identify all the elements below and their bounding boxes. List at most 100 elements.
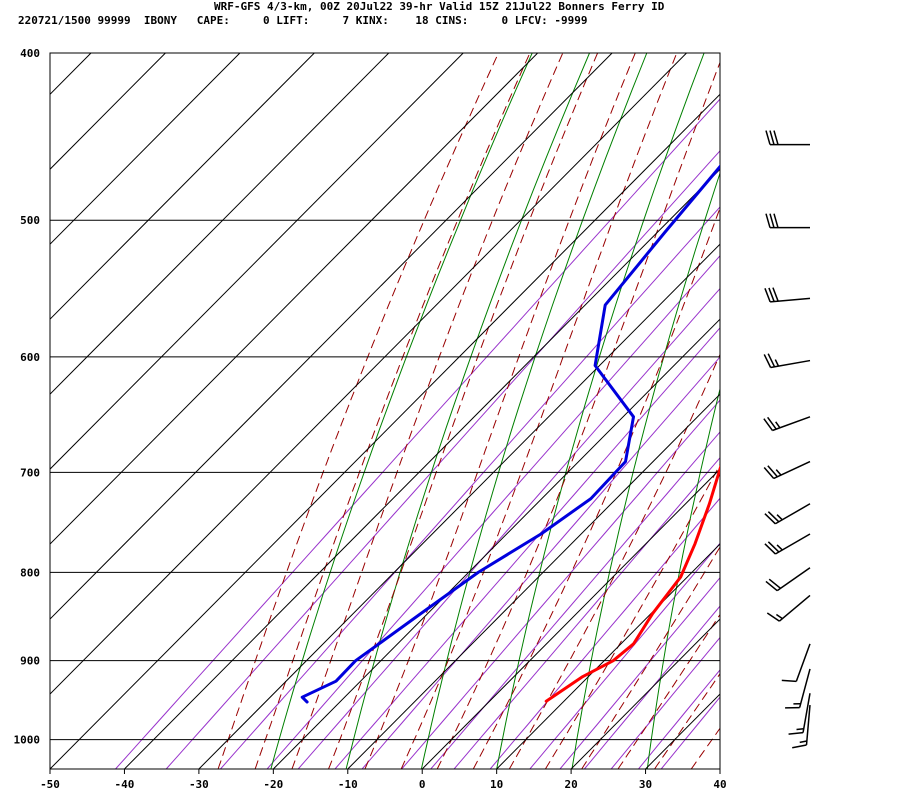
dry-adiabat-line (270, 53, 533, 769)
temperature-profile-line (544, 464, 720, 703)
temperature-tick-label: 30 (639, 778, 652, 791)
moist-adiabat-line (364, 53, 636, 769)
moist-adiabat-line (617, 613, 720, 769)
isotherm-line (347, 393, 720, 769)
wind-barb-feather (764, 288, 771, 303)
mixing-ratio-line (297, 287, 720, 769)
wind-barb-half-feather (775, 469, 782, 476)
moist-adiabat-line (654, 672, 720, 769)
isotherm-line (50, 53, 613, 620)
moist-adiabat-line (728, 53, 900, 769)
mixing-ratio-line (610, 636, 720, 769)
wind-barb-staff (795, 643, 811, 682)
wind-barb (781, 643, 811, 683)
wind-barb-feather (764, 543, 776, 555)
wind-barb (765, 130, 810, 146)
moist-adiabat-line (472, 206, 720, 769)
isotherm-line (570, 618, 720, 769)
temperature-tick-label: 40 (713, 778, 726, 791)
chart-title: WRF-GFS 4/3-km, 00Z 20Jul22 39-hr Valid … (214, 0, 665, 13)
wind-barb-staff (805, 705, 811, 746)
temperature-tick-label: 0 (419, 778, 426, 791)
mixing-ratio-line (334, 327, 720, 769)
moist-adiabat-line (690, 727, 720, 769)
dry-adiabat-line (798, 53, 900, 769)
isotherm-line (645, 693, 720, 769)
wind-barb (765, 567, 811, 592)
mixing-ratio-line (489, 497, 720, 769)
isotherm-line (50, 53, 390, 395)
isotherm-line (0, 53, 17, 769)
moist-adiabat-line (254, 53, 531, 769)
wind-barb-feather (767, 541, 780, 553)
temperature-tick-label: -30 (189, 778, 209, 791)
wind-barb-feather (773, 213, 779, 228)
mixing-ratio-line (165, 150, 720, 769)
wind-barb-half-feather (796, 727, 804, 731)
isotherm-line (496, 543, 720, 769)
wind-barb-feather (769, 213, 775, 228)
pressure-tick-label: 500 (20, 214, 40, 227)
mixing-ratio-line (266, 254, 720, 769)
wind-barb-staff (774, 533, 811, 555)
wind-barb-feather (769, 130, 775, 145)
pressure-tick-label: 900 (20, 655, 40, 668)
wind-barb-feather (788, 731, 804, 735)
moist-adiabat-line (217, 53, 499, 769)
wind-barb-half-feather (776, 544, 783, 551)
wind-barb-feather (763, 354, 772, 368)
wind-barb-staff (772, 416, 811, 432)
isotherm-line (50, 53, 241, 245)
mixing-ratio-line (638, 669, 720, 769)
wind-barb-staff (802, 693, 811, 733)
wind-barb-feather (765, 580, 778, 592)
pressure-tick-label: 800 (20, 566, 40, 579)
moist-adiabat-line (400, 53, 678, 769)
isotherm-line (50, 53, 315, 320)
pressure-tick-label: 1000 (14, 734, 41, 747)
plot-frame (49, 52, 721, 770)
moist-adiabat-line (328, 53, 599, 769)
dry-adiabat-line (420, 53, 648, 769)
wind-barb (763, 353, 811, 369)
mixing-ratio-line (220, 206, 720, 769)
isotherm-line (719, 768, 720, 769)
temperature-tick-label: -20 (263, 778, 283, 791)
moist-adiabat-line (544, 463, 720, 769)
wind-barb (792, 705, 811, 749)
moist-adiabat-line (508, 353, 720, 769)
wind-barb-feather (766, 612, 780, 622)
mixing-ratio-line (361, 356, 720, 769)
wind-barb-feather (764, 513, 776, 525)
mixing-ratio-line (584, 605, 720, 769)
mixing-ratio-line (660, 696, 720, 769)
temperature-axis: -50 -40 -30 -20 -10 0 10 20 30 40 (40, 769, 727, 791)
dry-adiabat-line (571, 171, 720, 769)
wind-barb-feather (792, 744, 807, 749)
temperature-tick-label: -50 (40, 778, 60, 791)
wind-barb-feather (767, 353, 776, 368)
isotherm-line (272, 318, 720, 769)
pressure-tick-label: 600 (20, 351, 40, 364)
isotherm-line (50, 53, 92, 95)
mixing-ratio-line (430, 431, 720, 769)
wind-barb-half-feather (776, 514, 783, 521)
pressure-axis: 400 500 600 700 800 900 1000 (14, 47, 41, 747)
wind-barb-feather (781, 679, 797, 683)
wind-barb-feather (773, 130, 779, 145)
wind-barb-staff (798, 668, 811, 708)
wind-barb (765, 213, 810, 229)
wind-barb (764, 287, 811, 303)
dry-adiabat-line (873, 53, 900, 769)
wind-barb (766, 594, 811, 622)
mixing-ratio-line (559, 576, 720, 769)
wind-barb-feather (767, 465, 778, 478)
wind-barb-feather (768, 578, 781, 589)
wind-barb-half-feather (775, 421, 781, 429)
sounding-profiles (300, 164, 720, 704)
wind-barb-feather (765, 130, 771, 145)
isotherm-line (421, 468, 720, 769)
moist-adiabat-line (291, 53, 564, 769)
wind-barb-staff (770, 359, 811, 369)
